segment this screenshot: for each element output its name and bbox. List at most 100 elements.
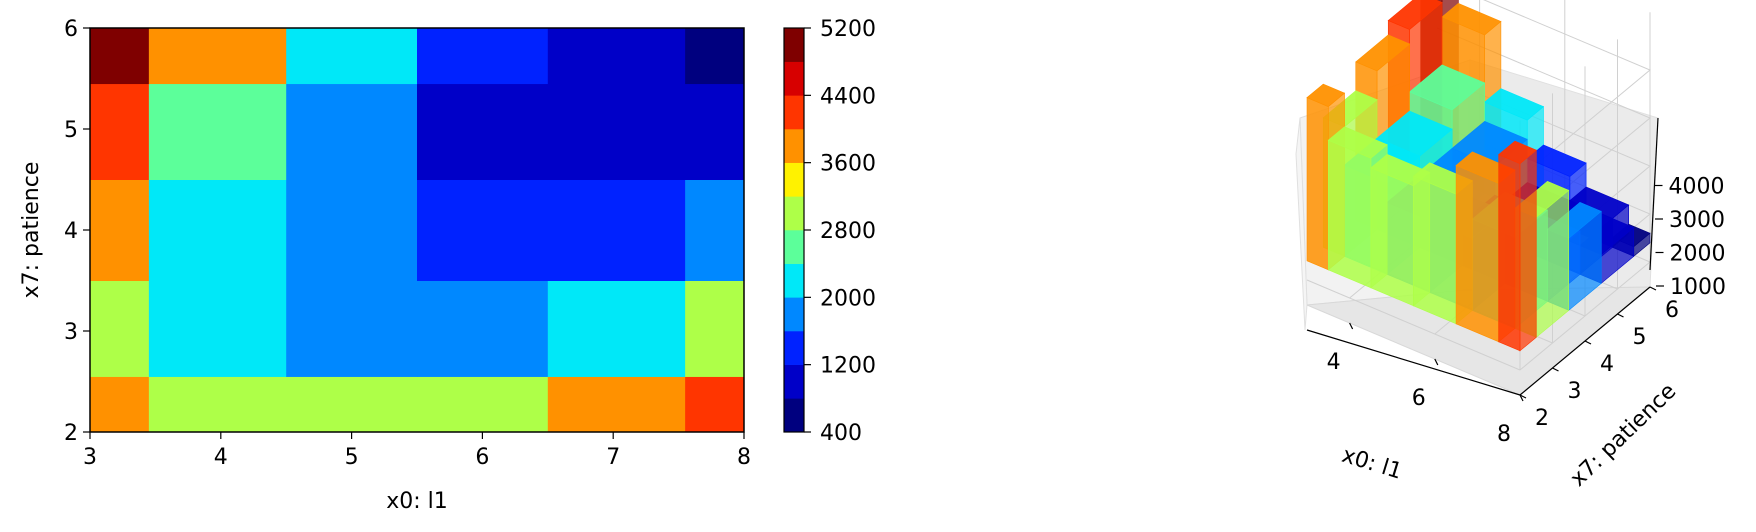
- contour-cell: [90, 280, 150, 377]
- surface-cell: [1327, 126, 1388, 159]
- surface-z-tick-label: 4000: [1669, 175, 1725, 200]
- surface-wall: [1370, 167, 1414, 307]
- surface-grid-line: [1483, 0, 1651, 179]
- colorbar-band: [784, 230, 804, 264]
- contour-cell: [286, 28, 418, 85]
- contour-x-tick-label: 5: [345, 445, 359, 470]
- surface-cell: [1355, 34, 1411, 72]
- colorbar-band: [784, 61, 804, 96]
- surface-wall: [1306, 97, 1329, 271]
- colorbar-band: [784, 364, 804, 399]
- contour-cell: [417, 28, 549, 85]
- colorbar-tick-label: 400: [820, 421, 862, 446]
- contour-cell: [90, 28, 150, 85]
- contour-x-tick-label: 8: [737, 445, 751, 470]
- surface-z-axis-line: [1649, 117, 1659, 271]
- contour-x-ticks: 3 4 5 6 7 8: [83, 432, 751, 470]
- surface-y-tick-label: 4: [1600, 352, 1614, 377]
- colorbar-band: [784, 28, 804, 62]
- colorbar-tick-label: 1200: [820, 354, 876, 379]
- contour-cell: [417, 83, 549, 180]
- surface-cell: [1484, 88, 1545, 121]
- surface-y-tick-mark: [1649, 286, 1657, 291]
- colorbar-band: [784, 331, 804, 365]
- surface-y-tick-mark: [1552, 367, 1559, 372]
- surface-grid-line: [1306, 279, 1521, 371]
- contour-x-tick-label: 6: [475, 445, 489, 470]
- surface-y-tick-label: 2: [1535, 406, 1549, 431]
- colorbar-band: [784, 129, 804, 163]
- surface-cell: [1408, 64, 1486, 111]
- surface-wall: [1455, 164, 1499, 343]
- contour-cell: [685, 28, 745, 85]
- surface-x-tick-label: 6: [1412, 386, 1426, 411]
- contour-cell: [685, 376, 745, 433]
- colorbar-band: [784, 297, 804, 332]
- contour-cell: [685, 280, 745, 377]
- surface-cell: [1306, 83, 1346, 107]
- contour-cell: [286, 376, 418, 433]
- contour-cell: [90, 376, 150, 433]
- surface-x-tick-mark: [1519, 394, 1524, 402]
- surface-x-tick-mark: [1349, 322, 1354, 330]
- contour-x-tick-label: 4: [214, 445, 228, 470]
- colorbar-ticks: 400 1200 2000 2800 3600 4400 5200: [804, 17, 876, 446]
- surface-y-tick-label: 5: [1633, 325, 1647, 350]
- contour-fill: [90, 28, 745, 433]
- colorbar-bands: [784, 28, 804, 433]
- contour-cell: [547, 179, 686, 281]
- colorbar-tick-label: 2800: [820, 219, 876, 244]
- surface-cell: [1441, 3, 1502, 36]
- contour-cell: [148, 28, 287, 85]
- colorbar-tick-label: 3600: [820, 152, 876, 177]
- surface-cell: [1387, 0, 1443, 30]
- contour-cell: [148, 179, 287, 281]
- contour-y-tick-label: 5: [64, 118, 78, 143]
- contour-x-axis-label: x0: l1: [386, 489, 448, 514]
- surface-y-axis-label: x7: patience: [1566, 379, 1682, 492]
- contour-cell: [417, 280, 549, 377]
- colorbar-band: [784, 196, 804, 231]
- surface-left-pane: [1295, 117, 1308, 331]
- colorbar-band: [784, 263, 804, 298]
- surface-z-tick-label: 3000: [1669, 208, 1725, 233]
- surface-y-tick-mark: [1617, 313, 1624, 318]
- contour-cell: [417, 376, 549, 433]
- surface-wall: [1413, 175, 1457, 325]
- contour-cell: [148, 376, 287, 433]
- surface-x-axis-label: x0: l1: [1339, 443, 1405, 485]
- surface-y-tick-label: 3: [1568, 379, 1582, 404]
- surface-z-tick-label: 1000: [1670, 275, 1726, 300]
- contour-cell: [547, 376, 686, 433]
- contour-cell: [286, 83, 418, 180]
- colorbar-tick-label: 4400: [820, 84, 876, 109]
- surface-wall: [1498, 154, 1521, 352]
- colorbar: 400 1200 2000 2800 3600 4400 5200: [783, 17, 876, 446]
- contour-cell: [685, 179, 745, 281]
- colorbar-band: [784, 162, 804, 197]
- surface-y-tick-mark: [1584, 340, 1592, 345]
- contour-cell: [685, 83, 745, 180]
- surface-x-tick-label: 8: [1497, 422, 1511, 447]
- surface-x-tick-label: 4: [1327, 350, 1341, 375]
- contour-y-tick-label: 6: [64, 17, 78, 42]
- surface-cell: [1526, 144, 1587, 177]
- contour-y-tick-label: 2: [64, 421, 78, 446]
- contour-x-tick-label: 3: [83, 445, 97, 470]
- contour-y-axis-label: x7: patience: [19, 162, 44, 299]
- surface-wall: [1519, 149, 1537, 352]
- contour-cell: [148, 280, 287, 377]
- contour-cell: [286, 179, 418, 281]
- colorbar-band: [784, 398, 804, 433]
- contour-y-ticks: 2 3 4 5 6: [64, 17, 90, 446]
- contour-cell: [286, 280, 418, 377]
- surface-mesh: [1306, 0, 1651, 352]
- surface-cell: [1498, 140, 1537, 164]
- surface-wall: [1328, 139, 1372, 289]
- contour-cell: [90, 179, 150, 281]
- contour-y-tick-label: 4: [64, 219, 78, 244]
